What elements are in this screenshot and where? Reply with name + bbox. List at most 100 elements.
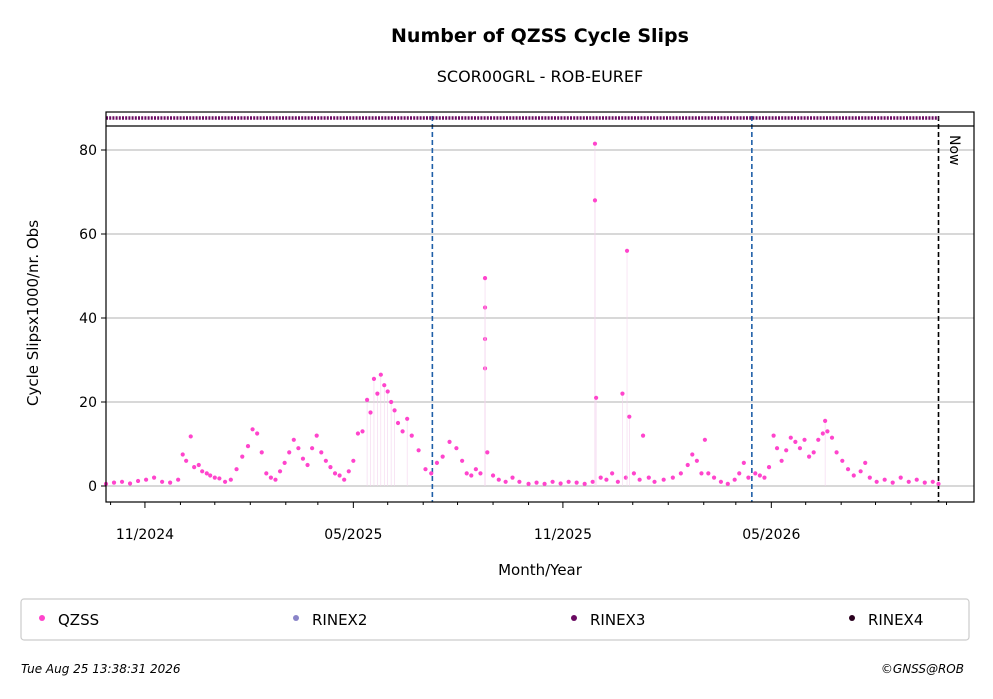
data-point [851, 473, 856, 478]
data-point [627, 414, 632, 419]
data-point [646, 475, 651, 480]
data-point [811, 450, 816, 455]
data-point [342, 477, 347, 482]
data-point [360, 429, 365, 434]
data-point [623, 475, 628, 480]
data-point [898, 475, 903, 480]
data-point [496, 477, 501, 482]
data-point [797, 446, 803, 451]
data-point [620, 391, 625, 396]
data-point [882, 477, 887, 482]
footer-credit: ©GNSS@ROB [881, 662, 964, 676]
data-point [208, 473, 213, 478]
data-point [558, 481, 563, 486]
data-point [774, 446, 780, 451]
data-point [490, 473, 496, 478]
data-point [434, 460, 440, 465]
data-point [718, 479, 724, 484]
data-point [222, 479, 228, 484]
data-point [287, 450, 292, 455]
legend-label: QZSS [58, 611, 99, 629]
chart-title: Number of QZSS Cycle Slips [391, 25, 689, 47]
legend-label: RINEX4 [868, 611, 923, 629]
data-point [473, 467, 478, 472]
legend-marker [293, 615, 299, 621]
data-point [200, 469, 205, 474]
data-point [151, 475, 157, 480]
data-point [604, 477, 609, 482]
data-point [550, 479, 555, 484]
data-point [368, 410, 373, 415]
data-point [127, 481, 133, 486]
data-point [566, 479, 571, 484]
data-point [264, 471, 269, 476]
data-point [389, 399, 394, 405]
data-point [346, 469, 351, 474]
data-point [845, 467, 851, 472]
data-point [351, 458, 356, 463]
data-point [867, 475, 872, 480]
data-point [784, 448, 789, 453]
data-point [228, 477, 233, 482]
data-point [429, 471, 434, 476]
data-point [711, 475, 717, 480]
data-point [259, 450, 264, 455]
data-point [685, 462, 690, 468]
data-point [753, 471, 758, 476]
grid-lines [106, 149, 974, 487]
data-point [661, 477, 666, 482]
data-point [180, 452, 185, 457]
data-point [690, 452, 695, 457]
y-tick-label: 60 [79, 227, 97, 243]
data-point [405, 416, 410, 421]
data-point [936, 481, 941, 486]
plot-frame [105, 111, 975, 503]
data-point [816, 437, 821, 442]
data-point [277, 469, 283, 474]
data-point [762, 475, 767, 480]
data-point [922, 480, 927, 485]
data-point [823, 418, 828, 423]
data-point [319, 450, 324, 455]
data-point [423, 467, 428, 472]
data-point [454, 446, 459, 451]
data-point [834, 450, 839, 455]
legend-label: RINEX2 [312, 611, 367, 629]
data-point [930, 479, 935, 484]
data-point [779, 458, 784, 463]
x-tick-label: 05/2025 [324, 527, 382, 543]
data-point [825, 429, 830, 434]
legend-marker [849, 615, 855, 621]
legend: QZSS RINEX2 RINEX3 RINEX4 [39, 611, 923, 629]
data-point [534, 480, 539, 485]
data-point [732, 477, 737, 482]
x-axis-ticks: 11/2024 05/2025 11/2025 05/2026 [110, 502, 948, 543]
legend-marker [571, 615, 577, 621]
data-point [594, 395, 599, 400]
data-point [355, 431, 361, 436]
data-point [858, 469, 863, 474]
reference-lines [431, 116, 940, 502]
data-point [160, 479, 165, 484]
data-point [440, 454, 445, 459]
data-point [771, 433, 776, 438]
x-tick-label: 11/2025 [534, 527, 592, 543]
data-point [517, 479, 522, 484]
data-point [296, 446, 301, 451]
legend-marker [39, 615, 45, 621]
data-point [273, 477, 278, 482]
data-point [820, 431, 825, 436]
data-point [135, 478, 141, 484]
data-point [204, 471, 209, 476]
data-point [624, 248, 630, 253]
data-point [631, 471, 636, 476]
data-point [382, 383, 387, 388]
data-point [400, 429, 405, 434]
data-point [234, 467, 239, 472]
data-points [103, 141, 941, 486]
x-tick-label: 11/2024 [116, 527, 174, 543]
data-point [725, 481, 730, 486]
y-tick-label: 0 [88, 479, 97, 495]
data-point [378, 372, 383, 377]
